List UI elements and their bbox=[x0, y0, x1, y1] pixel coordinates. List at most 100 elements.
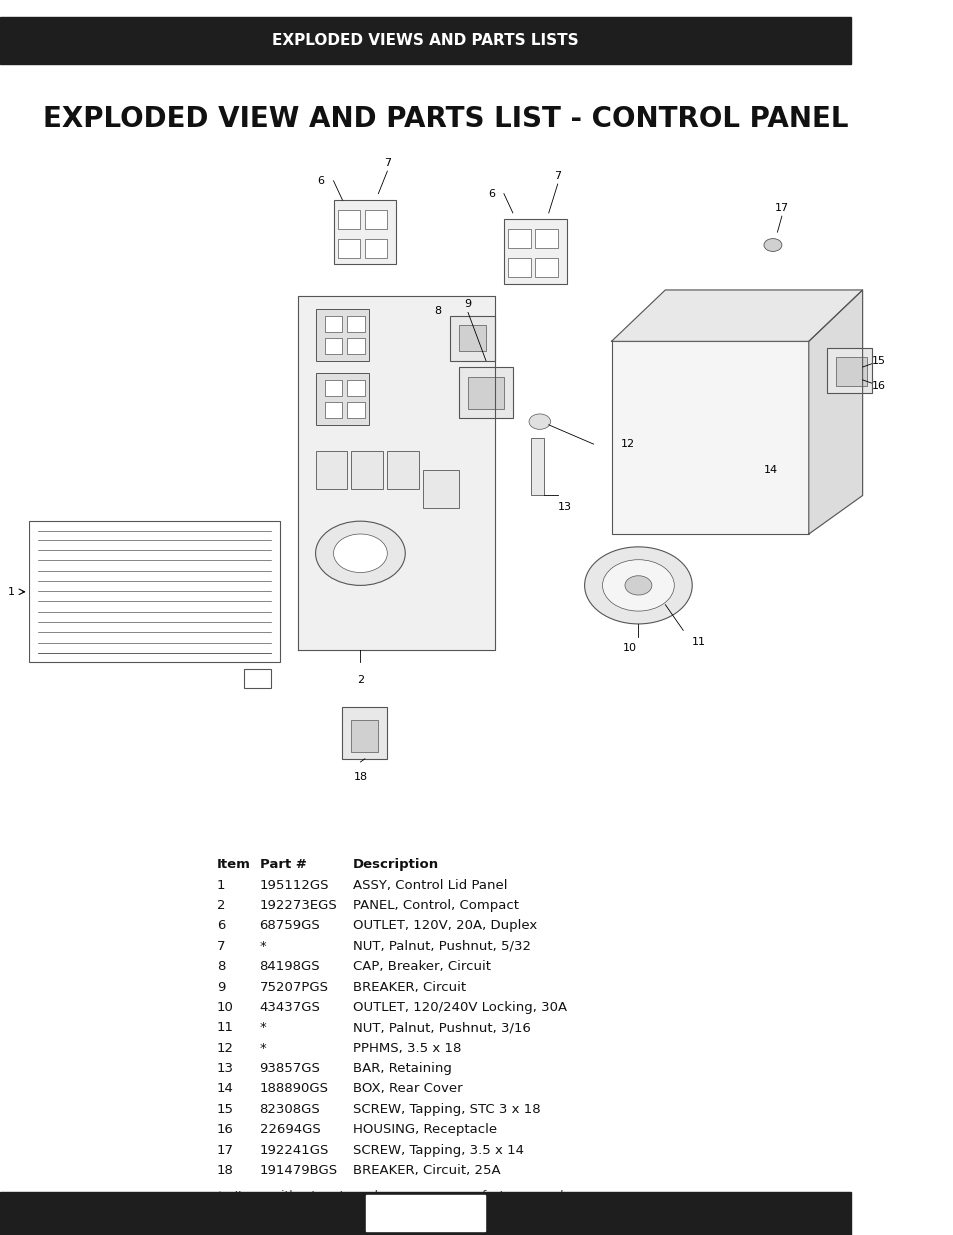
Text: 13: 13 bbox=[216, 1062, 233, 1076]
Text: 6: 6 bbox=[317, 175, 324, 185]
Text: 14: 14 bbox=[763, 464, 778, 474]
Text: 2: 2 bbox=[216, 899, 225, 913]
Polygon shape bbox=[611, 290, 862, 341]
Text: 75207PGS: 75207PGS bbox=[259, 981, 328, 994]
Text: 1: 1 bbox=[9, 587, 15, 597]
Text: *: * bbox=[259, 1042, 266, 1055]
Bar bbox=[244, 669, 271, 688]
Bar bbox=[535, 258, 558, 277]
Text: 22694GS: 22694GS bbox=[259, 1124, 320, 1136]
Text: 9: 9 bbox=[216, 981, 225, 994]
Text: 7: 7 bbox=[216, 940, 225, 953]
Circle shape bbox=[334, 534, 387, 573]
Circle shape bbox=[529, 414, 550, 430]
Text: 192273EGS: 192273EGS bbox=[259, 899, 337, 913]
Polygon shape bbox=[297, 296, 495, 650]
Text: 7: 7 bbox=[554, 170, 560, 180]
Bar bbox=[468, 377, 503, 409]
Bar bbox=[324, 338, 342, 354]
Bar bbox=[337, 238, 360, 258]
Circle shape bbox=[315, 521, 405, 585]
Text: BREAKER, Circuit: BREAKER, Circuit bbox=[353, 981, 466, 994]
Text: SCREW, Tapping, STC 3 x 18: SCREW, Tapping, STC 3 x 18 bbox=[353, 1103, 540, 1116]
Text: 195112GS: 195112GS bbox=[259, 879, 329, 892]
Text: BREAKER, Circuit, 25A: BREAKER, Circuit, 25A bbox=[353, 1163, 500, 1177]
Text: 15: 15 bbox=[871, 356, 884, 366]
Bar bbox=[423, 469, 458, 509]
Text: CAP, Breaker, Circuit: CAP, Breaker, Circuit bbox=[353, 961, 491, 973]
Bar bbox=[458, 367, 513, 419]
Bar bbox=[503, 220, 566, 284]
Bar bbox=[530, 437, 543, 495]
Text: 192241GS: 192241GS bbox=[259, 1144, 329, 1157]
Text: PANEL, Control, Compact: PANEL, Control, Compact bbox=[353, 899, 518, 913]
Text: EXPLODED VIEWS AND PARTS LISTS: EXPLODED VIEWS AND PARTS LISTS bbox=[272, 33, 578, 48]
Text: 12: 12 bbox=[216, 1042, 233, 1055]
Bar bbox=[458, 325, 485, 351]
Bar bbox=[826, 348, 871, 393]
Bar bbox=[611, 341, 808, 534]
Bar bbox=[351, 720, 378, 752]
Text: Part #: Part # bbox=[259, 858, 306, 872]
Text: 11: 11 bbox=[692, 637, 705, 647]
Text: 68759GS: 68759GS bbox=[259, 919, 320, 932]
Text: EXPLODED VIEW AND PARTS LIST - CONTROL PANEL: EXPLODED VIEW AND PARTS LIST - CONTROL P… bbox=[43, 105, 847, 133]
Polygon shape bbox=[808, 290, 862, 534]
Bar bbox=[324, 316, 342, 332]
Text: 13: 13 bbox=[558, 501, 571, 511]
Text: 11: 11 bbox=[216, 1021, 233, 1035]
Bar bbox=[347, 338, 364, 354]
Text: 18: 18 bbox=[216, 1163, 233, 1177]
Bar bbox=[347, 316, 364, 332]
Text: 8: 8 bbox=[434, 306, 440, 316]
Text: 8: 8 bbox=[216, 961, 225, 973]
Text: ASSY, Control Lid Panel: ASSY, Control Lid Panel bbox=[353, 879, 507, 892]
Bar bbox=[347, 380, 364, 396]
Text: 10: 10 bbox=[621, 643, 636, 653]
Bar bbox=[315, 373, 369, 425]
Text: NUT, Palnut, Pushnut, 3/16: NUT, Palnut, Pushnut, 3/16 bbox=[353, 1021, 531, 1035]
Text: 82308GS: 82308GS bbox=[259, 1103, 320, 1116]
Circle shape bbox=[584, 547, 692, 624]
Text: PPHMS, 3.5 x 18: PPHMS, 3.5 x 18 bbox=[353, 1042, 461, 1055]
Bar bbox=[315, 309, 369, 361]
Bar bbox=[508, 228, 530, 248]
Text: 191479BGS: 191479BGS bbox=[259, 1163, 337, 1177]
Text: 17: 17 bbox=[774, 203, 788, 212]
Circle shape bbox=[763, 238, 781, 252]
Text: 84198GS: 84198GS bbox=[259, 961, 320, 973]
Bar bbox=[450, 316, 495, 361]
Text: SCREW, Tapping, 3.5 x 14: SCREW, Tapping, 3.5 x 14 bbox=[353, 1144, 523, 1157]
Text: HOUSING, Receptacle: HOUSING, Receptacle bbox=[353, 1124, 497, 1136]
Bar bbox=[366, 1195, 484, 1231]
Text: 17: 17 bbox=[216, 1144, 233, 1157]
Text: *: * bbox=[259, 1021, 266, 1035]
Bar bbox=[364, 210, 387, 228]
Text: NUT, Palnut, Pushnut, 5/32: NUT, Palnut, Pushnut, 5/32 bbox=[353, 940, 531, 953]
Text: 43437GS: 43437GS bbox=[259, 1000, 320, 1014]
Text: 6: 6 bbox=[216, 919, 225, 932]
Bar bbox=[535, 228, 558, 248]
Bar bbox=[0, 1192, 850, 1235]
Text: 18: 18 bbox=[353, 772, 367, 782]
Text: *: * bbox=[259, 940, 266, 953]
Bar bbox=[324, 380, 342, 396]
Bar bbox=[324, 403, 342, 419]
Text: BOX, Rear Cover: BOX, Rear Cover bbox=[353, 1082, 462, 1095]
Text: 4: 4 bbox=[420, 1207, 430, 1220]
Bar bbox=[334, 200, 395, 264]
Text: 7: 7 bbox=[383, 158, 391, 168]
Text: 188890GS: 188890GS bbox=[259, 1082, 328, 1095]
Bar bbox=[835, 357, 866, 387]
Text: 10: 10 bbox=[216, 1000, 233, 1014]
Circle shape bbox=[602, 559, 674, 611]
Bar bbox=[315, 451, 347, 489]
Text: 9: 9 bbox=[464, 299, 471, 309]
Text: BAR, Retaining: BAR, Retaining bbox=[353, 1062, 452, 1076]
Circle shape bbox=[624, 576, 651, 595]
Bar bbox=[508, 258, 530, 277]
Text: 6: 6 bbox=[487, 189, 495, 199]
Text: Description: Description bbox=[353, 858, 438, 872]
Text: 16: 16 bbox=[216, 1124, 233, 1136]
Bar bbox=[342, 708, 387, 758]
